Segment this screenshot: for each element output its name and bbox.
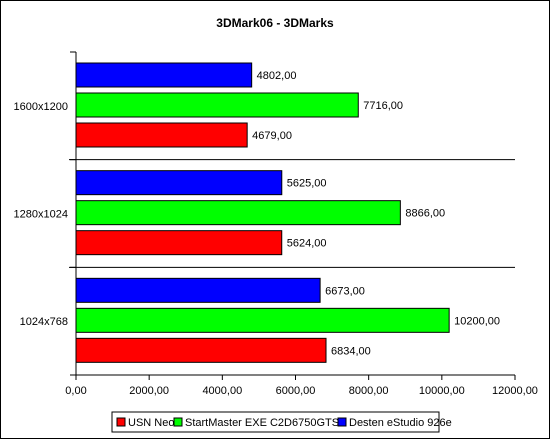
legend-label: Desten eStudio 926e bbox=[349, 417, 452, 429]
data-label: 5625,00 bbox=[287, 178, 327, 190]
legend-label: USN Neon bbox=[128, 417, 181, 429]
data-label: 6834,00 bbox=[331, 345, 371, 357]
chart-title: 3DMark06 - 3DMarks bbox=[216, 16, 334, 30]
legend: USN Neon StartMaster EXE C2D6750GTS Desten… bbox=[111, 411, 452, 433]
bar bbox=[75, 337, 327, 363]
legend-label: StartMaster EXE C2D6750GTS bbox=[185, 417, 339, 429]
x-tick-label: 0,00 bbox=[65, 385, 86, 397]
bar bbox=[75, 277, 321, 303]
x-tick-label: 12000,00 bbox=[492, 385, 538, 397]
category-label: 1600x1200 bbox=[14, 101, 68, 113]
category-label: 1280x1024 bbox=[14, 209, 68, 221]
category-labels-group: 1600x1200 1280x1024 1024x768 bbox=[14, 101, 68, 328]
data-label: 7716,00 bbox=[363, 100, 403, 112]
bars-group bbox=[75, 62, 450, 363]
data-label: 10200,00 bbox=[454, 315, 500, 327]
data-labels-group: 4802,00 7716,00 4679,00 5625,00 8866,00 5624,… bbox=[252, 70, 500, 357]
x-tick-label: 8000,00 bbox=[349, 385, 389, 397]
data-label: 8866,00 bbox=[405, 208, 445, 220]
legend-box bbox=[111, 411, 440, 433]
bar bbox=[75, 230, 283, 256]
x-tick-label: 6000,00 bbox=[276, 385, 316, 397]
x-tick-label: 4000,00 bbox=[202, 385, 242, 397]
x-ticks-group: 0,00 2000,00 4000,00 6000,00 8000,00 10000,00… bbox=[65, 375, 538, 397]
bar bbox=[75, 62, 253, 88]
bar bbox=[75, 307, 450, 333]
bar bbox=[75, 92, 359, 118]
data-label: 6673,00 bbox=[325, 285, 365, 297]
legend-swatch bbox=[337, 417, 347, 427]
legend-swatch bbox=[173, 417, 183, 427]
bar bbox=[75, 200, 401, 226]
legend-swatch bbox=[116, 417, 126, 427]
data-label: 5624,00 bbox=[287, 238, 327, 250]
bar bbox=[75, 122, 248, 148]
x-tick-label: 2000,00 bbox=[129, 385, 169, 397]
x-tick-label: 10000,00 bbox=[419, 385, 465, 397]
data-label: 4802,00 bbox=[257, 70, 297, 82]
category-label: 1024x768 bbox=[20, 316, 68, 328]
bar bbox=[75, 170, 283, 196]
data-label: 4679,00 bbox=[252, 130, 292, 142]
